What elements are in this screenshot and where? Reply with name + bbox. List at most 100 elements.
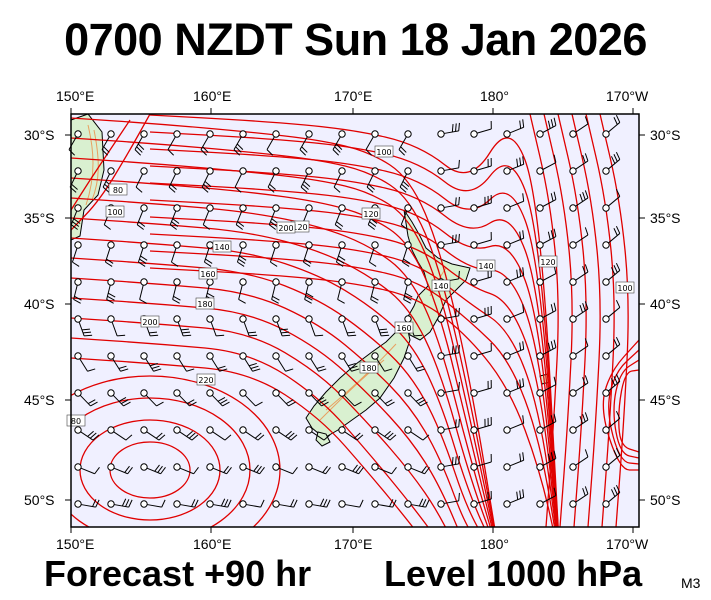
wind-barb: [107, 426, 133, 441]
wind-barb: [569, 190, 589, 212]
lon-label-top-170e: 170°E: [334, 88, 373, 104]
svg-text:80: 80: [71, 417, 81, 426]
contour-label: 80: [108, 183, 128, 196]
wind-barb: [134, 130, 148, 156]
wind-barb: [569, 375, 589, 397]
wind-barb: [173, 389, 197, 407]
wind-barb: [536, 302, 557, 323]
wind-barb: [107, 498, 133, 508]
lon-label-bottom-170w: 170°W: [606, 536, 649, 552]
lat-label-right-35s: 35°S: [650, 210, 681, 226]
wind-barb: [602, 262, 621, 286]
svg-text:180: 180: [361, 364, 376, 373]
wind-barb: [266, 130, 280, 156]
wind-barb: [370, 278, 379, 304]
contour-label: 220: [196, 373, 216, 386]
wind-barb: [437, 196, 460, 212]
level-label: Level 1000 hPa: [384, 553, 643, 594]
contour-line: [71, 357, 414, 527]
wind-barb: [206, 352, 228, 372]
wind-barb: [437, 122, 460, 138]
wind-barb: [305, 389, 329, 407]
wind-barb: [503, 378, 525, 397]
wind-barb: [437, 381, 460, 397]
wind-barb: [403, 278, 413, 304]
wind-barb: [234, 167, 247, 193]
wind-barb: [470, 158, 492, 175]
wind-barb: [140, 499, 166, 508]
wind-barb: [399, 167, 412, 193]
wind-barb: [602, 299, 621, 323]
wind-barb: [140, 389, 164, 407]
model-code: M3: [681, 575, 701, 591]
wind-barb: [503, 193, 525, 212]
wind-barb: [404, 463, 430, 475]
wind-barb: [536, 487, 557, 508]
contour-line: [149, 199, 558, 527]
lon-label-top-180: 180°: [480, 88, 509, 104]
svg-text:100: 100: [617, 284, 632, 293]
contour-label: 160: [394, 321, 414, 334]
contour-line: [71, 137, 495, 527]
wind-barb: [239, 352, 261, 372]
contour-line: [71, 114, 151, 231]
wind-barb: [202, 204, 214, 230]
contour-line: [71, 119, 131, 211]
wind-barb: [173, 463, 199, 475]
svg-text:160: 160: [396, 324, 411, 333]
wind-barb: [68, 130, 82, 156]
contour-label: 100: [615, 281, 635, 294]
wind-barb: [302, 241, 313, 267]
contour-line: [585, 114, 615, 527]
wind-barb: [74, 315, 93, 337]
contour-line: [71, 117, 496, 527]
wind-barb: [602, 188, 621, 212]
contour-label: 200: [140, 315, 160, 328]
lon-label-top-150e: 150°E: [56, 88, 95, 104]
wind-barb: [236, 241, 247, 267]
wind-barb: [74, 426, 100, 441]
wind-barb: [404, 389, 428, 407]
wind-barb: [404, 352, 426, 372]
wind-barb: [106, 278, 116, 304]
wind-barb: [168, 167, 181, 193]
lon-label-bottom-180: 180°: [480, 536, 509, 552]
svg-text:100: 100: [376, 148, 391, 157]
wind-barb: [206, 498, 232, 508]
wind-barb: [536, 339, 557, 360]
wind-barb: [272, 463, 298, 475]
wind-barb: [305, 498, 331, 508]
svg-text:200: 200: [278, 224, 293, 233]
wind-barb: [602, 410, 621, 434]
svg-text:220: 220: [198, 376, 213, 385]
lat-label-right-40s: 40°S: [650, 296, 681, 312]
contour-label: 160: [198, 267, 218, 280]
wind-barb: [371, 426, 397, 441]
wind-barb: [271, 278, 280, 304]
contour-line: [71, 217, 489, 527]
wind-barb: [239, 499, 265, 508]
wind-barb: [470, 343, 492, 360]
contour-line: [599, 114, 629, 527]
wind-barb: [338, 499, 364, 508]
wind-barb: [272, 389, 296, 407]
wind-barb: [139, 278, 148, 304]
contour-label: 200: [276, 221, 296, 234]
contour-line: [71, 337, 429, 527]
wind-barb: [334, 204, 346, 230]
svg-text:140: 140: [433, 282, 448, 291]
contour-label: 100: [105, 205, 125, 218]
wind-barb: [503, 156, 525, 175]
contour-line: [149, 250, 556, 527]
wind-barb: [371, 315, 390, 337]
wind-barb: [335, 241, 346, 267]
svg-text:120: 120: [292, 223, 307, 232]
wind-barb: [371, 499, 397, 508]
wind-barb: [437, 344, 460, 360]
wind-barb: [170, 241, 181, 267]
wind-barb: [239, 463, 265, 475]
wind-barb: [104, 241, 115, 267]
wind-barb: [602, 373, 621, 397]
svg-text:200: 200: [142, 318, 157, 327]
wind-barb: [569, 301, 589, 323]
